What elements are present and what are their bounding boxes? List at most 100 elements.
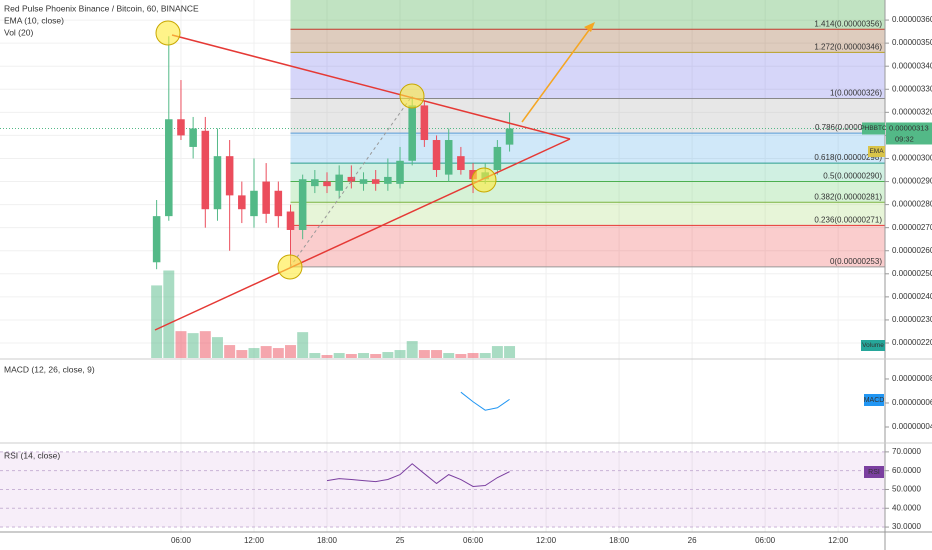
price-tag-label: 0.00000313 (889, 123, 929, 132)
indicator-tag-label: RSI (868, 469, 880, 476)
volume-bar (358, 353, 369, 358)
x-tick-label: 06:00 (171, 536, 192, 545)
indicator-tag (864, 466, 884, 478)
candle-body (274, 190, 283, 217)
x-tick-label: 06:00 (463, 536, 484, 545)
volume (151, 270, 516, 358)
fib-band (290, 0, 886, 30)
x-tick-label: 26 (688, 536, 697, 545)
y-tick-label: 0.00000004 (892, 422, 932, 431)
fib-band (290, 225, 886, 267)
candle-body (213, 156, 222, 210)
x-tick-label: 18:00 (317, 536, 338, 545)
y-tick-label: 0.00000006 (892, 398, 932, 407)
drawings (154, 20, 595, 331)
candle-body (250, 190, 258, 217)
volume-bar (163, 270, 175, 358)
fib-label: 0.236(0.00000271) (814, 215, 882, 224)
x-tick-label: 18:00 (609, 536, 630, 545)
panel-title: MACD (12, 26, close, 9) (4, 364, 95, 374)
candle-body (347, 176, 356, 182)
ema-tag-label: EMA (869, 148, 884, 155)
fib-label: 0(0.00000253) (830, 257, 882, 266)
volume-bar (224, 345, 236, 358)
volume-bar (199, 331, 211, 358)
candle-body (152, 216, 161, 263)
fib-band (290, 52, 886, 99)
candle-body (420, 105, 429, 141)
fib-retracement: 1.414(0.00000356) 1.272(0.00000346) 1(0.00… (0, 0, 886, 268)
fib-label: 1(0.00000326) (830, 89, 882, 98)
fib-label: 0.5(0.00000290) (823, 172, 882, 181)
volume-bar (467, 353, 479, 358)
indicator-panels: 0.00000008 0.00000006 0.00000004 70.0000 60.… (0, 374, 932, 531)
fib-band (290, 98, 886, 134)
arrow (521, 25, 593, 123)
volume-bar (260, 346, 272, 358)
y-tick-label: 0.00000350 (892, 38, 932, 47)
candle-body (457, 156, 465, 171)
candle-body (408, 105, 416, 161)
volume-bar (418, 350, 430, 358)
volume-bar (297, 332, 309, 358)
fib-label: 0.382(0.00000281) (814, 192, 882, 201)
marker (399, 83, 425, 109)
volume-bar (479, 353, 491, 358)
volume-bar (431, 350, 443, 358)
indicator-legend: Vol (20) (4, 27, 33, 37)
candle-body (444, 140, 453, 175)
y-tick-label: 0.00000250 (892, 269, 932, 278)
candle-body (262, 181, 270, 214)
volume-tag-label: Volume (862, 342, 884, 349)
volume-bar (272, 348, 284, 358)
volume-bar (504, 346, 516, 358)
y-tick-label: 0.00000360 (892, 15, 932, 24)
y-tick-label: 0.00000008 (892, 374, 932, 383)
y-tick-label: 0.00000340 (892, 61, 932, 70)
volume-bar (333, 353, 345, 358)
volume-bar (394, 350, 406, 358)
y-tick-label: 50.0000 (892, 485, 921, 494)
arrow-head (584, 22, 595, 32)
indicator-tag-label: MACD (864, 397, 885, 404)
marker (277, 254, 303, 280)
fib-band (290, 202, 886, 226)
ema-tag (868, 146, 885, 157)
volume-bar (345, 354, 357, 358)
x-tick-label: 12:00 (536, 536, 557, 545)
symbol-tag (862, 122, 885, 135)
volume-bar (406, 341, 418, 358)
volume-bar (309, 353, 321, 358)
volume-bar (187, 333, 199, 358)
candle-body (384, 176, 392, 184)
x-tick-label: 06:00 (755, 536, 776, 545)
candle-body (432, 140, 441, 171)
candle-body (286, 211, 295, 230)
fib-trend (289, 95, 413, 268)
y-tick-label: 0.00000320 (892, 107, 932, 116)
marker (471, 167, 497, 193)
price-tag (886, 122, 932, 145)
y-tick-label: 60.0000 (892, 466, 921, 475)
volume-bar (382, 352, 394, 358)
y-tick-label: 0.00000270 (892, 223, 932, 232)
candle-body (396, 160, 404, 184)
candle-body (505, 128, 514, 145)
volume-tag (861, 340, 885, 351)
macd-line (460, 391, 510, 411)
rsi-band (0, 451, 885, 528)
volume-bar (321, 355, 333, 358)
fib-label: 1.272(0.00000346) (814, 42, 882, 51)
y-tick-label: 70.0000 (892, 447, 921, 456)
fib-label: 0.618(0.00000298) (814, 153, 882, 162)
volume-bar (212, 337, 223, 358)
volume-bar (236, 350, 248, 358)
candle-body (371, 179, 380, 184)
candle-body (165, 119, 173, 217)
candle-body (238, 195, 246, 210)
y-tick-label: 0.00000260 (892, 246, 932, 255)
volume-bar (370, 354, 382, 358)
y-tick-label: 0.00000240 (892, 292, 932, 301)
candle-body (225, 156, 234, 196)
